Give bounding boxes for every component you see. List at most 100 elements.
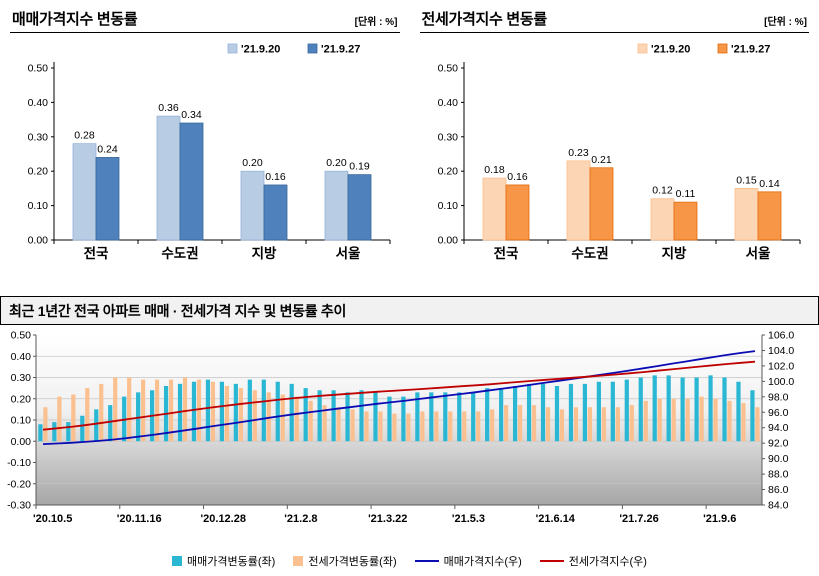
right-tick-label: 90.0 [768, 453, 789, 465]
legend-item: 매매가격지수(우) [414, 553, 522, 569]
bar-series0-수도권 [156, 115, 181, 241]
right-tick-label: 96.0 [768, 407, 789, 419]
trend-bar-series1 [266, 392, 271, 442]
trend-bar-series0 [554, 386, 560, 442]
jeonse-chart-title: 전세가격지수 변동률 [421, 11, 548, 28]
legend-label: '21.9.20 [241, 44, 280, 56]
trend-bar-series1 [462, 411, 467, 442]
trend-bar-series0 [94, 409, 99, 442]
y-tick-label: 0.30 [437, 131, 458, 143]
trend-bar-series1 [517, 405, 523, 442]
trend-bar-series1 [141, 379, 146, 442]
legend-label: 전세가격변동률(좌) [308, 556, 397, 568]
trend-bar-series1 [601, 407, 606, 442]
x-tick-label: '20.10.5 [33, 513, 72, 525]
legend-label: '21.9.20 [651, 44, 690, 56]
trend-bar-series0 [708, 375, 713, 442]
right-tick-label: 88.0 [768, 469, 789, 481]
trend-bar-series0 [38, 424, 43, 442]
x-tick-label: '21.6.14 [536, 513, 576, 525]
trend-bar-series1 [420, 411, 425, 442]
trend-bar-series0 [331, 390, 336, 442]
sale-chart-header: 매매가격지수 변동률 [단위 : %] [10, 6, 400, 33]
bar-value-label: 0.12 [652, 185, 673, 197]
trend-bar-series1 [85, 388, 90, 442]
trend-bar-series1 [308, 400, 313, 442]
bar-value-label: 0.23 [568, 147, 589, 159]
sale-chart-unit-label: [단위 : %] [354, 17, 398, 28]
y-tick-label: 0.10 [28, 200, 49, 212]
bar-series1-지방 [673, 201, 697, 241]
trend-bar-series1 [113, 377, 118, 442]
legend-swatch [637, 43, 647, 54]
trend-bar-series1 [168, 379, 174, 442]
bar-value-label: 0.19 [349, 161, 370, 173]
trend-bar-series1 [755, 407, 760, 442]
trend-bar-series1 [685, 398, 690, 442]
bar-value-label: 0.20 [326, 157, 347, 169]
category-label: 지방 [252, 245, 277, 261]
trend-bar-series1 [671, 398, 676, 442]
legend-swatch [227, 43, 238, 54]
trend-bar-series1 [182, 377, 188, 442]
trend-bar-series0 [401, 396, 406, 442]
legend-label: '21.9.27 [731, 44, 770, 56]
jeonse-price-chart-panel: 전세가격지수 변동률 [단위 : %] 0.00 0.10 0.20 0.30 0.40… [410, 0, 819, 296]
trend-bar-series0 [596, 381, 601, 442]
trend-chart-legend: 매매가격변동률(좌) 전세가격변동률(좌) 매매가격지수(우) 전세가격지수(우) [0, 551, 819, 569]
trend-bar-series0 [457, 392, 462, 442]
trend-bar-series0 [652, 375, 657, 442]
y-tick-label: 0.00 [437, 235, 458, 247]
category-label: 서울 [745, 245, 770, 261]
x-tick-label: '21.3.22 [368, 513, 407, 525]
y-tick-label: 0.20 [28, 166, 49, 178]
trend-bar-series1 [699, 396, 704, 442]
trend-bar-series0 [429, 392, 434, 442]
legend-bar-swatch [172, 556, 183, 566]
right-tick-label: 94.0 [768, 422, 789, 434]
sale-price-bar-chart: 0.00 0.10 0.20 0.30 0.40 0.50 전국 수도권 지방 서울 '21.9.2… [28, 43, 391, 261]
x-tick-label: '21.9.6 [703, 513, 736, 525]
right-tick-label: 100.0 [768, 376, 794, 388]
trend-bar-series1 [587, 407, 592, 442]
left-tick-label: -0.10 [7, 457, 31, 469]
trend-bar-series1 [531, 405, 537, 442]
trend-bar-series1 [434, 411, 439, 442]
x-tick-label: '21.2.8 [284, 513, 317, 525]
trend-bar-series1 [210, 381, 216, 442]
right-tick-label: 102.0 [768, 360, 794, 372]
legend-label: 전세가격지수(우) [568, 556, 647, 568]
category-label: 지방 [661, 245, 686, 261]
trend-bar-series0 [485, 388, 490, 442]
trend-line-series1 [42, 360, 756, 431]
x-tick-label: '20.11.16 [117, 513, 162, 525]
legend-item: 전세가격변동률(좌) [293, 553, 397, 569]
bar-value-label: 0.34 [181, 109, 202, 121]
trend-bar-series1 [238, 388, 243, 442]
category-label: 서울 [336, 245, 361, 261]
trend-bar-series0 [499, 388, 504, 442]
bar-series0-지방 [650, 198, 674, 241]
bar-series1-수도권 [589, 167, 613, 241]
trend-bar-series0 [694, 377, 699, 442]
trend-bar-series1 [378, 411, 383, 442]
trend-bar-series1 [252, 390, 257, 442]
trend-bar-series1 [392, 413, 397, 442]
bar-series1-서울 [757, 191, 781, 241]
bar-series1-전국 [95, 157, 120, 241]
trend-bar-series1 [57, 396, 62, 442]
top-charts-row: 매매가격지수 변동률 [단위 : %] 0.00 0.10 0.20 0.30 0.40… [10, 0, 819, 296]
trend-bar-series0 [512, 386, 518, 442]
bar-series0-서울 [734, 187, 758, 241]
legend-label: '21.9.27 [321, 44, 360, 56]
y-tick-label: 0.40 [28, 97, 49, 109]
trend-bar-series0 [191, 381, 197, 442]
legend-swatch [307, 43, 318, 54]
bar-value-label: 0.36 [158, 102, 179, 114]
trend-bar-series0 [680, 377, 685, 442]
trend-bar-series0 [303, 388, 308, 442]
trend-line-series0 [42, 350, 756, 445]
trend-bar-series1 [476, 411, 481, 442]
right-tick-label: 104.0 [768, 345, 794, 357]
trend-bar-series1 [657, 398, 662, 442]
